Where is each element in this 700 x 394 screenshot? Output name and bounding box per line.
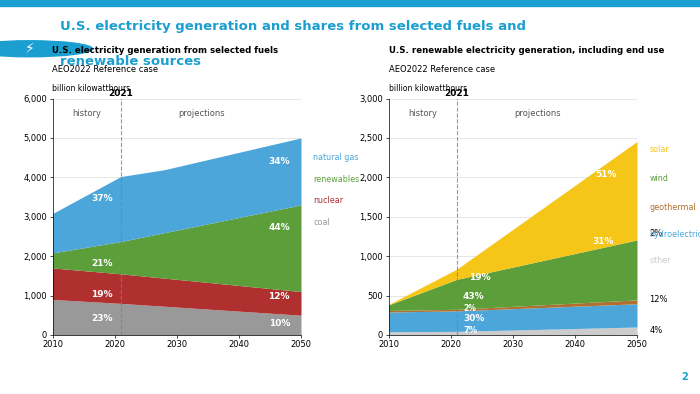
Text: projections: projections bbox=[514, 109, 561, 118]
Text: 43%: 43% bbox=[463, 292, 484, 301]
Text: nuclear: nuclear bbox=[314, 197, 344, 205]
Text: geothermal: geothermal bbox=[650, 203, 696, 212]
Text: AEO2022 Reference case: AEO2022 Reference case bbox=[52, 65, 159, 74]
Text: billion kilowatthours: billion kilowatthours bbox=[52, 84, 131, 93]
Text: renewable sources: renewable sources bbox=[60, 55, 200, 68]
Text: AEO2022 Reference case: AEO2022 Reference case bbox=[389, 65, 495, 74]
Text: 2021: 2021 bbox=[444, 89, 469, 98]
Text: 2: 2 bbox=[681, 372, 688, 382]
Text: ⚡: ⚡ bbox=[25, 42, 34, 56]
Text: renewables: renewables bbox=[314, 175, 360, 184]
Circle shape bbox=[0, 41, 92, 57]
Text: history: history bbox=[72, 109, 102, 118]
Text: 19%: 19% bbox=[469, 273, 491, 282]
Text: 19%: 19% bbox=[92, 290, 113, 299]
Text: 4%: 4% bbox=[650, 326, 663, 335]
Text: eia: eia bbox=[9, 372, 26, 382]
Text: solar: solar bbox=[650, 145, 669, 154]
Text: 23%: 23% bbox=[92, 314, 113, 323]
Text: 7%: 7% bbox=[463, 327, 477, 335]
Text: 44%: 44% bbox=[268, 223, 290, 232]
Text: 37%: 37% bbox=[92, 194, 113, 203]
Text: U.S. electricity generation and shares from selected fuels and: U.S. electricity generation and shares f… bbox=[60, 19, 526, 32]
Circle shape bbox=[475, 367, 700, 387]
Text: other: other bbox=[650, 256, 671, 265]
Text: 2021: 2021 bbox=[108, 89, 133, 98]
Text: 2%: 2% bbox=[650, 229, 663, 238]
Text: 31%: 31% bbox=[592, 237, 614, 246]
Text: 2%: 2% bbox=[463, 304, 476, 313]
Text: hydroelectric: hydroelectric bbox=[650, 230, 700, 239]
Text: 51%: 51% bbox=[595, 170, 617, 179]
Text: 30%: 30% bbox=[463, 314, 484, 323]
Text: history: history bbox=[408, 109, 438, 118]
Text: coal: coal bbox=[314, 218, 330, 227]
Text: U.S. electricity generation from selected fuels: U.S. electricity generation from selecte… bbox=[52, 46, 279, 56]
Text: projections: projections bbox=[178, 109, 225, 118]
Text: 12%: 12% bbox=[269, 292, 290, 301]
Text: www.eia.gov/aeo: www.eia.gov/aeo bbox=[592, 374, 653, 380]
Text: 21%: 21% bbox=[92, 259, 113, 268]
Text: billion kilowatthours: billion kilowatthours bbox=[389, 84, 467, 93]
Text: 34%: 34% bbox=[268, 156, 290, 165]
Text: wind: wind bbox=[650, 175, 668, 183]
Text: 12%: 12% bbox=[650, 296, 668, 304]
Text: natural gas: natural gas bbox=[314, 153, 359, 162]
Text: Annual Energy Outlook 2022 (AEO2022): Annual Energy Outlook 2022 (AEO2022) bbox=[262, 374, 409, 381]
Text: U.S. renewable electricity generation, including end use: U.S. renewable electricity generation, i… bbox=[389, 46, 664, 56]
Text: Source: U.S. Energy Information Administration,: Source: U.S. Energy Information Administ… bbox=[46, 374, 220, 380]
Text: 10%: 10% bbox=[269, 319, 290, 328]
